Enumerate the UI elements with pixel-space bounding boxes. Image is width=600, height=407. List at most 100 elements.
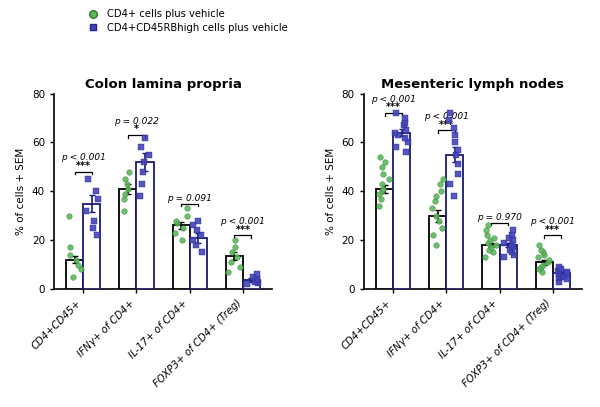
Point	[505, 247, 515, 253]
Point	[248, 274, 257, 280]
Point	[227, 249, 237, 256]
Point	[431, 198, 440, 204]
Point	[88, 225, 98, 231]
Point	[139, 168, 148, 175]
Point	[444, 117, 454, 124]
Point	[481, 227, 490, 234]
Text: p < 0.001: p < 0.001	[371, 95, 416, 104]
Bar	[136, 162, 154, 289]
Point	[499, 239, 509, 246]
Point	[121, 190, 130, 197]
Point	[400, 122, 409, 129]
Point	[536, 247, 545, 253]
Point	[533, 254, 542, 260]
Point	[252, 276, 262, 282]
Text: ***: ***	[76, 161, 91, 171]
Point	[68, 274, 78, 280]
Point	[504, 234, 514, 241]
Point	[499, 254, 508, 260]
Point	[377, 188, 387, 195]
Point	[384, 176, 394, 182]
Point	[544, 259, 553, 265]
Point	[484, 222, 493, 229]
Point	[559, 272, 569, 279]
Point	[226, 259, 236, 265]
Bar	[500, 245, 517, 289]
Point	[65, 252, 75, 258]
Point	[375, 154, 385, 160]
Point	[374, 203, 384, 209]
Point	[136, 144, 146, 151]
Point	[431, 242, 441, 248]
Point	[83, 176, 93, 182]
Point	[403, 139, 413, 146]
Point	[431, 193, 440, 199]
Point	[538, 261, 548, 268]
Point	[508, 227, 518, 234]
Point	[450, 139, 460, 146]
Point	[119, 195, 128, 202]
Point	[483, 239, 493, 246]
Point	[380, 159, 390, 165]
Point	[544, 256, 554, 263]
Point	[230, 244, 239, 251]
Bar	[536, 262, 553, 289]
Point	[428, 232, 437, 239]
Point	[427, 205, 437, 212]
Point	[391, 110, 401, 116]
Point	[91, 188, 101, 195]
Point	[178, 225, 187, 231]
Point	[171, 217, 181, 224]
Text: p < 0.001: p < 0.001	[530, 217, 575, 226]
Point	[64, 212, 74, 219]
Point	[193, 227, 202, 234]
Point	[539, 252, 549, 258]
Point	[230, 237, 240, 243]
Point	[242, 281, 252, 287]
Bar	[83, 204, 100, 289]
Point	[400, 134, 410, 141]
Point	[553, 267, 563, 274]
Text: p = 0.091: p = 0.091	[167, 194, 212, 203]
Point	[136, 193, 145, 199]
Bar	[393, 133, 410, 289]
Point	[400, 120, 409, 126]
Point	[488, 249, 497, 256]
Text: ***: ***	[439, 120, 454, 129]
Point	[144, 151, 154, 158]
Point	[252, 271, 262, 278]
Point	[93, 195, 103, 202]
Bar	[66, 260, 83, 289]
Text: p < 0.001: p < 0.001	[424, 112, 469, 121]
Point	[487, 244, 496, 251]
Point	[124, 186, 133, 192]
Point	[537, 269, 547, 275]
Point	[172, 220, 182, 226]
Point	[73, 261, 83, 268]
Point	[454, 147, 463, 153]
Text: *: *	[134, 125, 139, 134]
Point	[391, 129, 400, 136]
Bar	[553, 273, 570, 289]
Point	[119, 208, 128, 214]
Point	[554, 264, 563, 270]
Title: Mesenteric lymph nodes: Mesenteric lymph nodes	[382, 78, 565, 91]
Point	[377, 164, 386, 170]
Point	[232, 254, 241, 260]
Point	[437, 225, 447, 231]
Point	[374, 190, 383, 197]
Point	[193, 217, 203, 224]
Bar	[173, 225, 190, 289]
Point	[182, 212, 192, 219]
Point	[377, 181, 386, 187]
Point	[81, 208, 91, 214]
Point	[188, 237, 198, 243]
Point	[491, 242, 501, 248]
Point	[71, 256, 81, 263]
Point	[401, 127, 410, 133]
Point	[453, 171, 463, 177]
Point	[556, 266, 566, 273]
Point	[378, 171, 388, 177]
Point	[508, 237, 518, 243]
Point	[562, 269, 572, 275]
